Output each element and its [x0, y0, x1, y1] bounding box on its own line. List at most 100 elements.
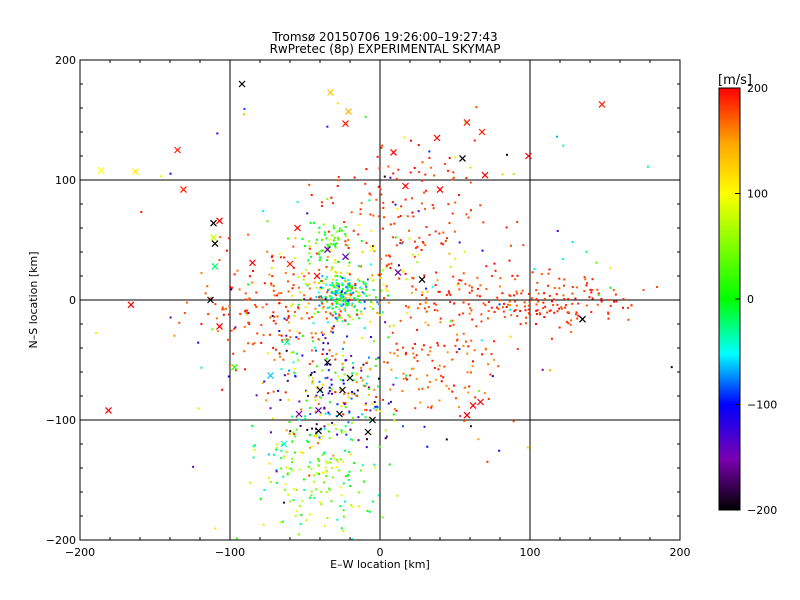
dot-point [490, 353, 493, 356]
dot-point [591, 278, 594, 281]
x-marker-point [342, 253, 349, 261]
dot-point [443, 344, 446, 347]
dot-point [344, 277, 347, 280]
x-tick-label: 200 [670, 546, 691, 559]
dot-point [552, 298, 555, 301]
x-marker-point [210, 234, 217, 242]
dot-point [178, 321, 181, 324]
dot-point [469, 166, 472, 169]
dot-point [279, 521, 282, 524]
dot-point [344, 319, 347, 322]
dot-point [565, 320, 568, 323]
dot-point [207, 313, 210, 316]
dot-point [298, 418, 301, 421]
dot-point [434, 284, 437, 287]
dot-point [308, 183, 311, 186]
dot-point [428, 380, 431, 383]
dot-point [347, 246, 350, 249]
dot-point [268, 273, 271, 276]
dot-point [380, 193, 383, 196]
dot-point [356, 389, 359, 392]
dot-point [337, 288, 340, 291]
dot-point [321, 435, 324, 438]
dot-point [387, 263, 390, 266]
x-marker-point [315, 427, 322, 435]
x-marker-point [313, 272, 321, 280]
dot-point [287, 398, 290, 401]
dot-point [348, 411, 351, 414]
dot-point [328, 288, 331, 291]
dot-point [427, 386, 430, 389]
dot-point [330, 249, 333, 252]
dot-point [496, 296, 499, 299]
dot-point [462, 272, 465, 275]
dot-point [567, 311, 570, 314]
dot-point [482, 221, 485, 224]
dot-point [280, 456, 283, 459]
dot-point [342, 509, 345, 512]
dot-point [418, 236, 421, 239]
dot-point [348, 450, 351, 453]
dot-point [320, 301, 323, 304]
dot-point [353, 306, 356, 309]
dot-point [317, 338, 320, 341]
dot-point [344, 425, 347, 428]
dot-point [183, 312, 186, 315]
dot-point [560, 306, 563, 309]
dot-point [355, 381, 358, 384]
dot-point [283, 317, 286, 320]
dot-point [538, 312, 541, 315]
dot-point [486, 317, 489, 320]
dot-point [470, 371, 473, 374]
dot-point [337, 286, 340, 289]
dot-point [377, 303, 380, 306]
dot-point [312, 221, 315, 224]
dot-point [412, 367, 415, 370]
dot-point [340, 405, 343, 408]
dot-point [535, 303, 538, 306]
dot-point [341, 229, 344, 232]
dot-point [410, 291, 413, 294]
dot-point [321, 307, 324, 310]
dot-point [590, 291, 593, 294]
dot-point [338, 230, 341, 233]
dot-point [297, 303, 300, 306]
dot-point [345, 304, 348, 307]
dot-point [333, 227, 336, 230]
dot-point [256, 332, 259, 335]
dot-point [449, 265, 452, 268]
dot-point [302, 478, 305, 481]
dot-point [285, 338, 288, 341]
x-marker-point [211, 262, 219, 270]
data-points [94, 80, 673, 540]
dot-point [590, 311, 593, 314]
dot-point [411, 211, 414, 214]
dot-point [317, 311, 320, 314]
dot-point [289, 336, 292, 339]
dot-point [446, 351, 449, 354]
dot-point [357, 291, 360, 294]
dot-point [535, 298, 538, 301]
dot-point [326, 198, 329, 201]
x-marker-point [579, 315, 586, 323]
dot-point [439, 317, 442, 320]
dot-point [448, 156, 451, 159]
dot-point [225, 249, 228, 252]
dot-point [366, 438, 369, 441]
dot-point [585, 284, 588, 287]
dot-point [248, 275, 251, 278]
dot-point [337, 238, 340, 241]
dot-point [413, 356, 416, 359]
dot-point [324, 337, 327, 340]
dot-point [480, 339, 483, 342]
dot-point [402, 372, 405, 375]
dot-point [279, 398, 282, 401]
dot-point [336, 236, 339, 239]
dot-point [280, 368, 283, 371]
dot-point [335, 291, 338, 294]
dot-point [345, 290, 348, 293]
dot-point [423, 191, 426, 194]
dot-point [348, 315, 351, 318]
dot-point [505, 153, 508, 156]
dot-point [301, 298, 304, 301]
